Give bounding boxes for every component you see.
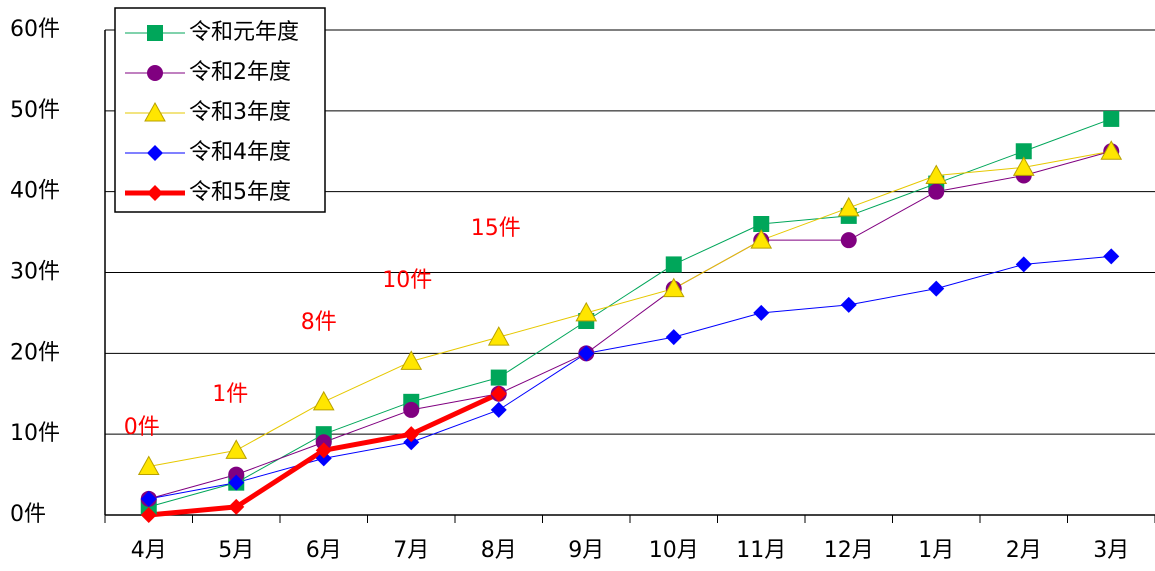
data-point (487, 326, 510, 346)
data-point (665, 256, 682, 273)
legend-marker (147, 185, 163, 201)
data-label: 1件 (212, 382, 248, 407)
y-tick-label: 40件 (10, 179, 60, 204)
data-label: 0件 (124, 415, 160, 440)
x-tick-label: 8月 (481, 538, 517, 563)
data-point (315, 450, 332, 467)
x-tick-label: 2月 (1006, 538, 1042, 563)
legend-label: 令和5年度 (189, 180, 291, 205)
legend-label: 令和2年度 (189, 60, 291, 85)
data-point (1103, 248, 1120, 265)
data-point (928, 183, 945, 200)
data-point (1012, 156, 1035, 176)
series-line (148, 150, 1112, 500)
data-point (840, 232, 857, 249)
data-point (578, 345, 595, 362)
data-point (490, 369, 507, 386)
data-point (315, 434, 332, 451)
data-point (403, 401, 420, 418)
y-tick-label: 0件 (10, 502, 46, 527)
legend-marker (144, 101, 166, 122)
data-point (837, 196, 860, 217)
x-tick-label: 10月 (649, 538, 699, 563)
data-point (315, 442, 332, 459)
legend-marker (147, 65, 163, 81)
y-tick-label: 10件 (10, 421, 60, 446)
series-line (148, 118, 1112, 508)
x-tick-label: 12月 (824, 538, 874, 563)
data-point (1103, 110, 1120, 127)
series-line (148, 150, 1112, 467)
data-point (137, 455, 160, 475)
legend-label: 令和4年度 (189, 140, 291, 165)
data-label: 10件 (382, 268, 432, 293)
data-point (753, 216, 770, 232)
y-tick-label: 50件 (10, 98, 60, 123)
x-tick-label: 7月 (393, 538, 429, 563)
legend-marker (147, 25, 163, 41)
data-point (140, 507, 157, 523)
data-point (750, 229, 773, 249)
data-point (928, 280, 945, 297)
data-point (400, 350, 423, 370)
data-point (925, 164, 948, 184)
x-tick-label: 5月 (218, 538, 254, 563)
y-tick-label: 20件 (10, 340, 60, 365)
data-point (140, 490, 157, 507)
y-tick-label: 30件 (10, 260, 60, 285)
y-tick-label: 60件 (10, 17, 60, 42)
data-point (1100, 140, 1123, 160)
data-point (1015, 256, 1032, 273)
x-tick-label: 3月 (1093, 538, 1129, 563)
data-point (490, 385, 507, 402)
data-point (490, 401, 507, 418)
data-point (228, 474, 245, 491)
legend-label: 令和3年度 (189, 100, 291, 125)
x-tick-label: 9月 (568, 538, 604, 563)
legend-box (114, 7, 326, 213)
data-point (840, 296, 857, 313)
data-point (662, 277, 685, 298)
x-tick-label: 1月 (918, 538, 954, 563)
x-tick-label: 6月 (306, 538, 342, 563)
x-tick-label: 11月 (736, 538, 786, 563)
legend-marker (147, 145, 163, 161)
data-point (228, 498, 245, 515)
data-point (1015, 143, 1032, 160)
data-point (575, 301, 598, 322)
data-point (753, 304, 770, 321)
data-point (228, 466, 245, 483)
legend-label: 令和元年度 (189, 20, 299, 45)
data-point (665, 329, 682, 346)
data-point (403, 434, 420, 451)
data-label: 15件 (471, 216, 521, 241)
data-label: 8件 (301, 310, 337, 335)
data-point (312, 390, 335, 411)
x-tick-label: 4月 (131, 538, 167, 563)
data-point (403, 426, 420, 443)
data-point (225, 439, 248, 459)
